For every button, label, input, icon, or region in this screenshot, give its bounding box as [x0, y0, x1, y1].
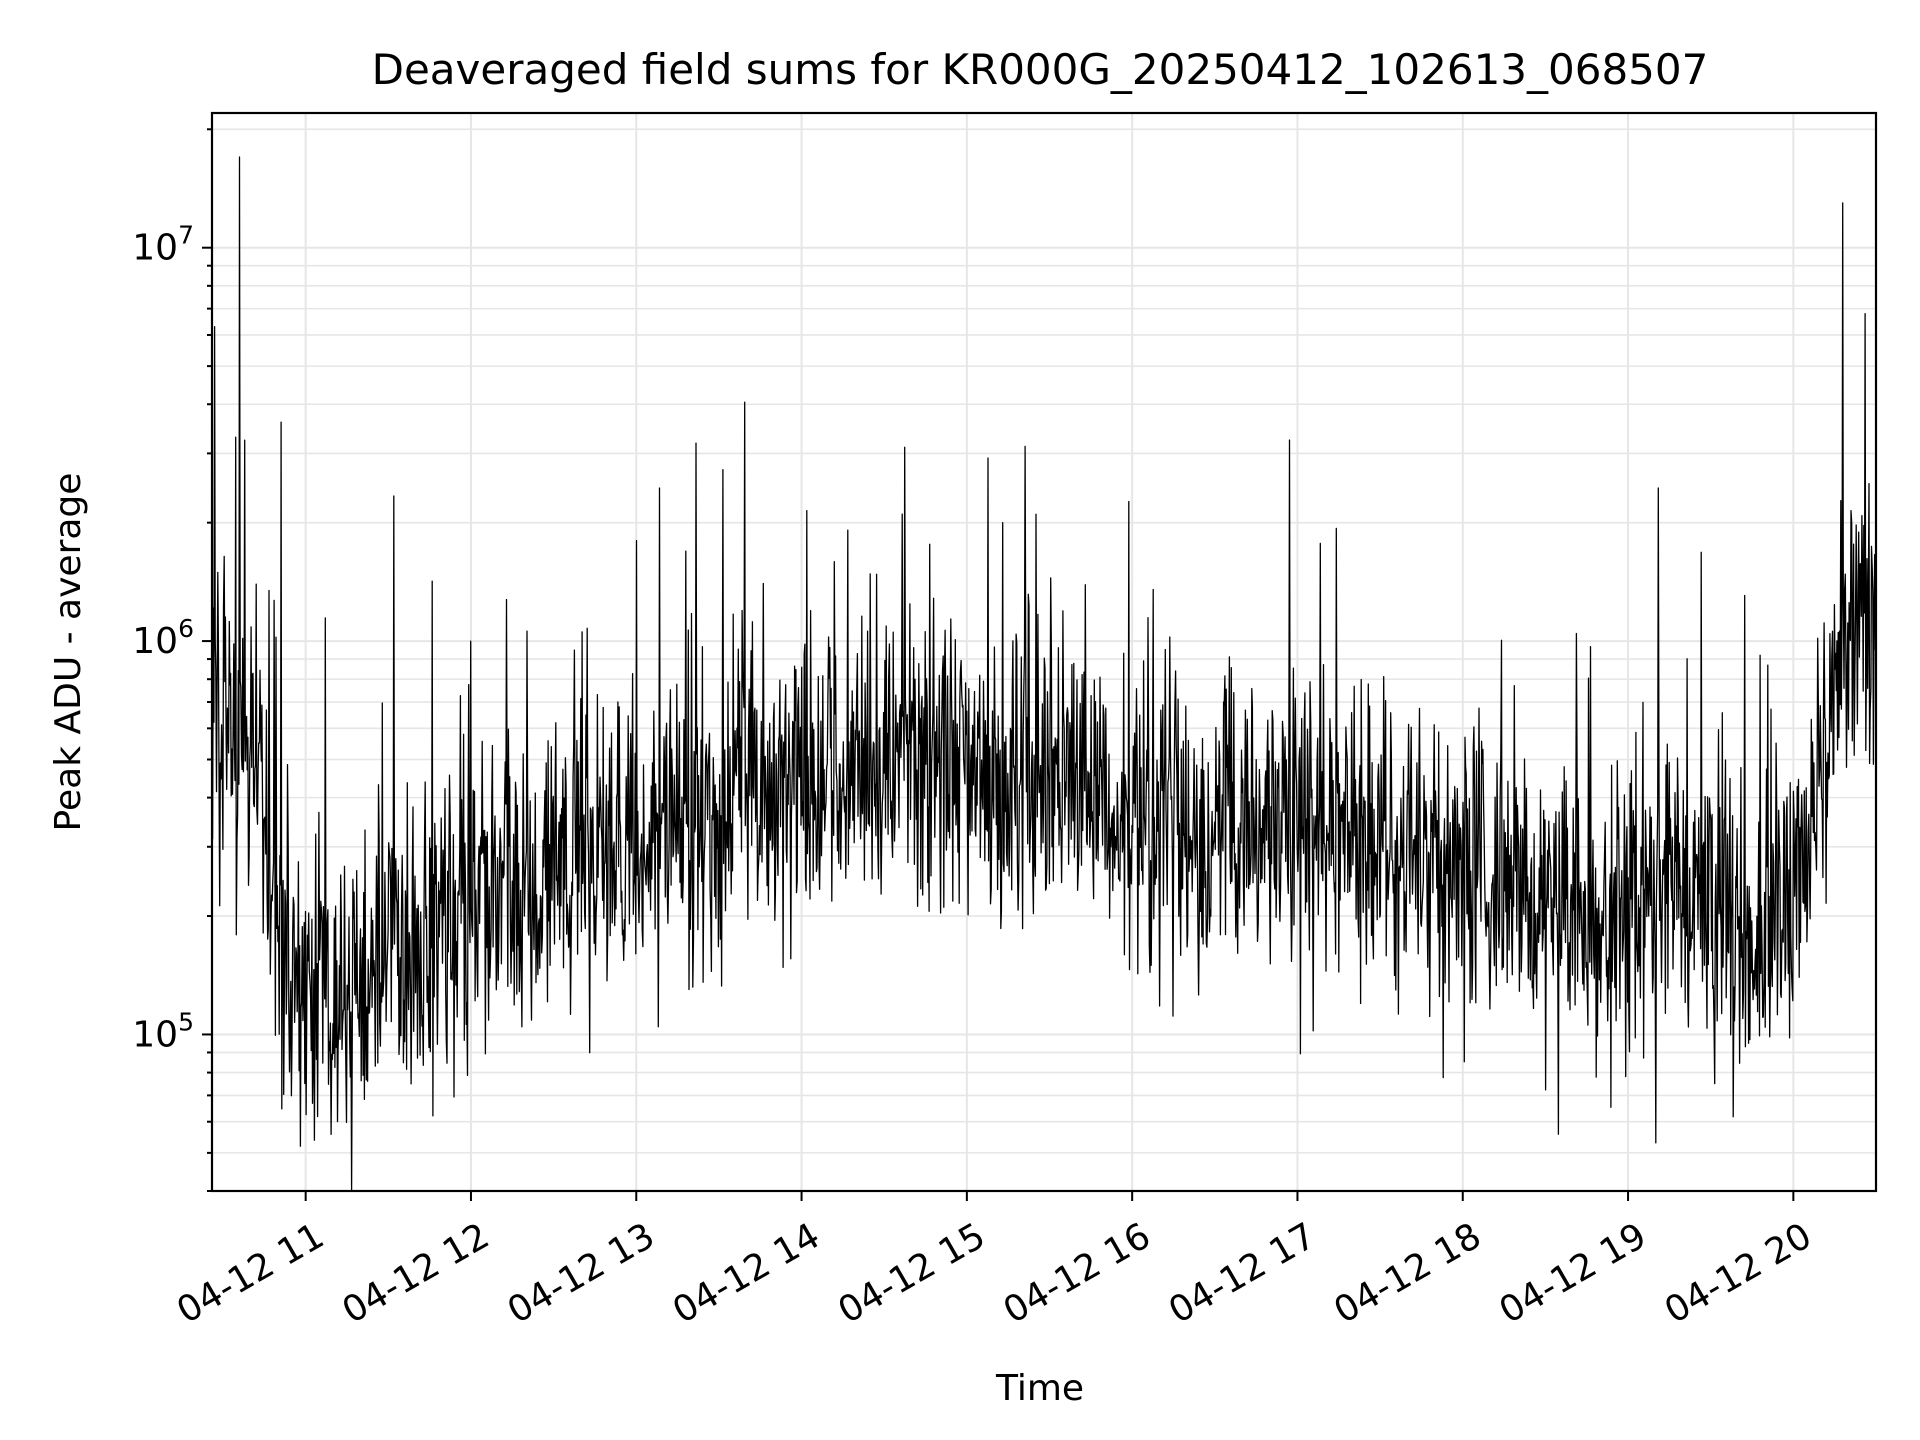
x-axis-label: Time [995, 1368, 1084, 1409]
series-layer [211, 156, 1877, 1191]
series-line [211, 156, 1877, 1191]
y-axis-label: Peak ADU - average [48, 473, 89, 832]
plot-frame [210, 111, 1878, 1193]
chart-title: Deaveraged field sums for KR000G_2025041… [372, 45, 1709, 94]
